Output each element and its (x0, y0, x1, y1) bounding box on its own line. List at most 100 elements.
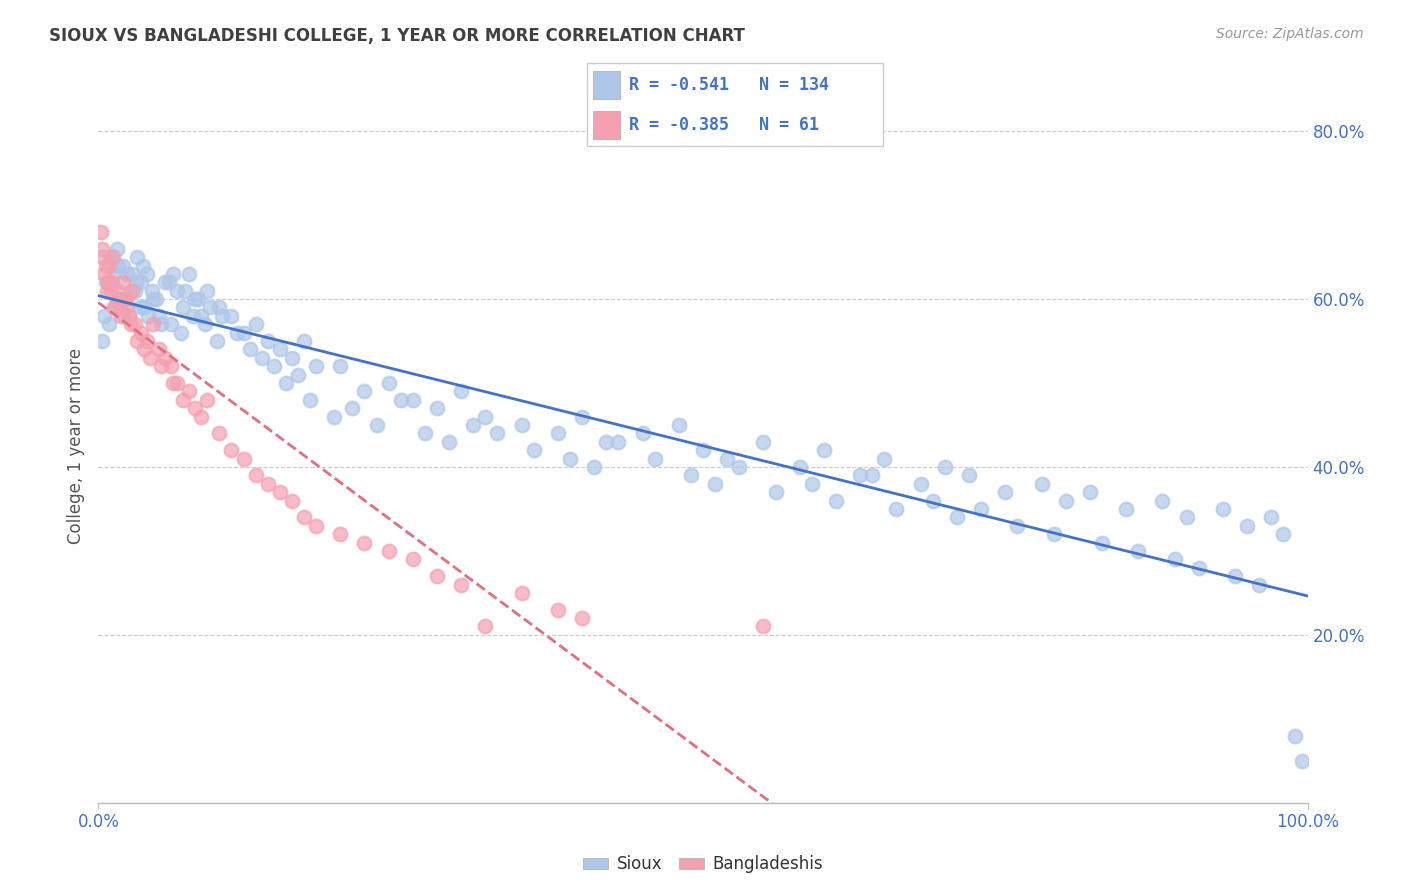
Point (124, 318, 146, 332)
Point (426, 569, 449, 583)
Point (96, 284, 118, 298)
Point (104, 301, 127, 315)
FancyBboxPatch shape (586, 63, 883, 146)
Point (100, 284, 122, 298)
Point (970, 502, 993, 516)
Point (281, 493, 304, 508)
Point (679, 468, 702, 483)
Point (166, 284, 188, 298)
Point (195, 392, 218, 407)
Point (121, 284, 143, 298)
Point (474, 619, 496, 633)
Point (134, 343, 156, 357)
Point (105, 292, 128, 306)
Point (323, 409, 346, 424)
Point (366, 417, 388, 432)
Point (174, 284, 197, 298)
Point (101, 267, 124, 281)
Point (607, 434, 630, 449)
Point (353, 384, 375, 399)
Point (128, 301, 150, 315)
Point (631, 426, 654, 441)
Point (752, 434, 775, 449)
Point (127, 334, 149, 348)
Point (250, 351, 273, 365)
Point (101, 250, 124, 264)
Point (105, 242, 128, 256)
Point (208, 301, 231, 315)
Point (510, 417, 533, 432)
Point (1212, 502, 1234, 516)
Point (111, 259, 134, 273)
Point (208, 426, 231, 441)
Bar (592, 71, 620, 99)
Point (1078, 485, 1101, 500)
Point (287, 368, 309, 382)
Point (111, 275, 134, 289)
Point (377, 544, 399, 558)
Point (110, 309, 132, 323)
Point (789, 460, 811, 475)
Point (148, 343, 170, 357)
Point (1260, 510, 1282, 524)
Point (692, 443, 714, 458)
Point (1188, 560, 1211, 574)
Point (728, 460, 751, 475)
Point (1042, 527, 1064, 541)
Point (190, 309, 212, 323)
Point (263, 359, 285, 374)
Point (187, 292, 209, 306)
Point (98, 259, 121, 273)
Point (474, 409, 496, 424)
Point (463, 417, 485, 432)
Bar (592, 111, 620, 139)
Point (558, 451, 581, 466)
Point (329, 359, 352, 374)
Point (120, 318, 142, 332)
Point (160, 318, 183, 332)
Text: R = -0.541   N = 134: R = -0.541 N = 134 (628, 76, 828, 94)
Point (426, 401, 449, 416)
Point (813, 443, 835, 458)
Point (179, 267, 201, 281)
Point (90, 225, 112, 239)
Point (437, 434, 460, 449)
Point (1163, 552, 1185, 566)
Point (153, 275, 176, 289)
Point (413, 426, 436, 441)
Text: SIOUX VS BANGLADESHI COLLEGE, 1 YEAR OR MORE CORRELATION CHART: SIOUX VS BANGLADESHI COLLEGE, 1 YEAR OR … (49, 27, 745, 45)
Point (329, 527, 352, 541)
Point (389, 392, 412, 407)
Point (181, 309, 204, 323)
Point (93, 309, 115, 323)
Point (198, 301, 221, 315)
Point (1223, 569, 1246, 583)
Point (117, 267, 139, 281)
Point (97, 275, 120, 289)
Point (93, 267, 115, 281)
Point (107, 259, 129, 273)
Text: R = -0.385   N = 61: R = -0.385 N = 61 (628, 116, 818, 134)
Point (172, 301, 194, 315)
Point (114, 292, 136, 306)
Point (184, 401, 207, 416)
Point (153, 351, 176, 365)
Point (124, 284, 146, 298)
Point (1007, 518, 1029, 533)
Point (1115, 502, 1137, 516)
Point (100, 250, 122, 264)
Point (402, 552, 425, 566)
Point (377, 376, 399, 390)
Point (281, 351, 304, 365)
Point (94, 259, 117, 273)
Point (150, 359, 173, 374)
Point (825, 493, 848, 508)
Point (145, 292, 167, 306)
Point (115, 292, 138, 306)
Point (129, 326, 152, 340)
Point (292, 510, 315, 524)
Point (765, 485, 787, 500)
Point (353, 535, 375, 549)
Point (150, 318, 173, 332)
Point (510, 586, 533, 600)
